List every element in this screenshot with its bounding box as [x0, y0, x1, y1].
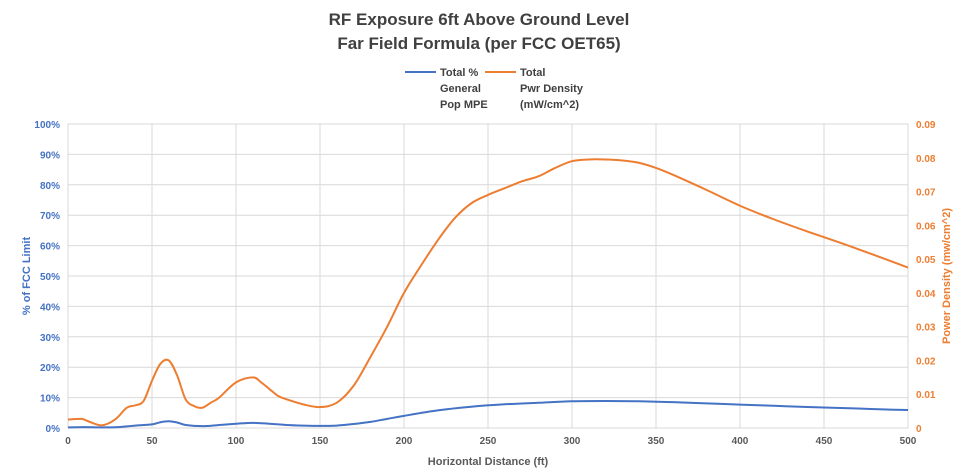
y-axis-right-label: Power Density (mw/cm^2)	[941, 208, 953, 344]
y-right-tick-label: 0	[916, 424, 922, 435]
y-right-tick-label: 0.09	[916, 120, 936, 131]
legend-label-total-pct-line3: Pop MPE	[440, 99, 488, 111]
x-tick-label: 450	[816, 436, 833, 447]
y-axis-left-label: % of FCC Limit	[21, 237, 33, 316]
legend-label-pwr-density-line2: Pwr Density	[520, 83, 584, 95]
x-tick-label: 350	[648, 436, 665, 447]
y-left-tick-label: 50%	[40, 272, 60, 283]
series-line-pwr-density	[67, 158, 909, 427]
y-right-tick-label: 0.02	[916, 356, 936, 367]
right-axis-ticks: 0 0.01 0.02 0.03 0.04 0.05 0.06 0.07 0.08 0.09	[916, 120, 936, 435]
y-left-tick-label: 60%	[40, 242, 60, 253]
legend: Total % General Pop MPE Total Pwr Densit…	[405, 67, 584, 111]
x-tick-label: 50	[146, 436, 158, 447]
legend-label-pwr-density-line1: Total	[520, 67, 545, 79]
x-tick-label: 150	[312, 436, 329, 447]
y-right-tick-label: 0.04	[916, 289, 936, 300]
y-left-tick-label: 10%	[40, 394, 60, 405]
x-tick-label: 200	[396, 436, 413, 447]
left-axis-ticks: 0% 10% 20% 30% 40% 50% 60% 70% 80% 90% 100%	[34, 120, 60, 435]
y-left-tick-label: 70%	[40, 211, 60, 222]
legend-label-total-pct-line1: Total %	[440, 67, 479, 79]
chart-subtitle: Far Field Formula (per FCC OET65)	[337, 34, 620, 53]
legend-label-pwr-density-line3: (mW/cm^2)	[520, 99, 579, 111]
y-left-tick-label: 0%	[46, 424, 61, 435]
y-right-tick-label: 0.03	[916, 323, 936, 334]
y-left-tick-label: 80%	[40, 181, 60, 192]
y-right-tick-label: 0.08	[916, 154, 936, 165]
chart-title: RF Exposure 6ft Above Ground Level	[329, 10, 630, 29]
y-left-tick-label: 30%	[40, 333, 60, 344]
x-tick-label: 400	[732, 436, 749, 447]
x-tick-label: 250	[480, 436, 497, 447]
y-right-tick-label: 0.06	[916, 221, 936, 232]
y-left-tick-label: 100%	[34, 120, 60, 131]
x-tick-label: 0	[65, 436, 71, 447]
x-axis-label: Horizontal Distance (ft)	[428, 456, 549, 468]
series-line-total-pct	[67, 399, 909, 429]
y-right-tick-label: 0.07	[916, 188, 936, 199]
series-layer	[67, 158, 909, 429]
x-tick-label: 500	[900, 436, 917, 447]
y-right-tick-label: 0.01	[916, 390, 936, 401]
y-left-tick-label: 40%	[40, 302, 60, 313]
x-tick-label: 100	[228, 436, 245, 447]
x-axis-ticks: 0 50 100 150 200 250 300 350 400 450 500	[65, 436, 917, 447]
legend-label-total-pct-line2: General	[440, 83, 481, 95]
horizontal-gridlines	[68, 123, 908, 429]
x-tick-label: 300	[564, 436, 581, 447]
y-left-tick-label: 90%	[40, 150, 60, 161]
y-left-tick-label: 20%	[40, 363, 60, 374]
y-right-tick-label: 0.05	[916, 255, 936, 266]
